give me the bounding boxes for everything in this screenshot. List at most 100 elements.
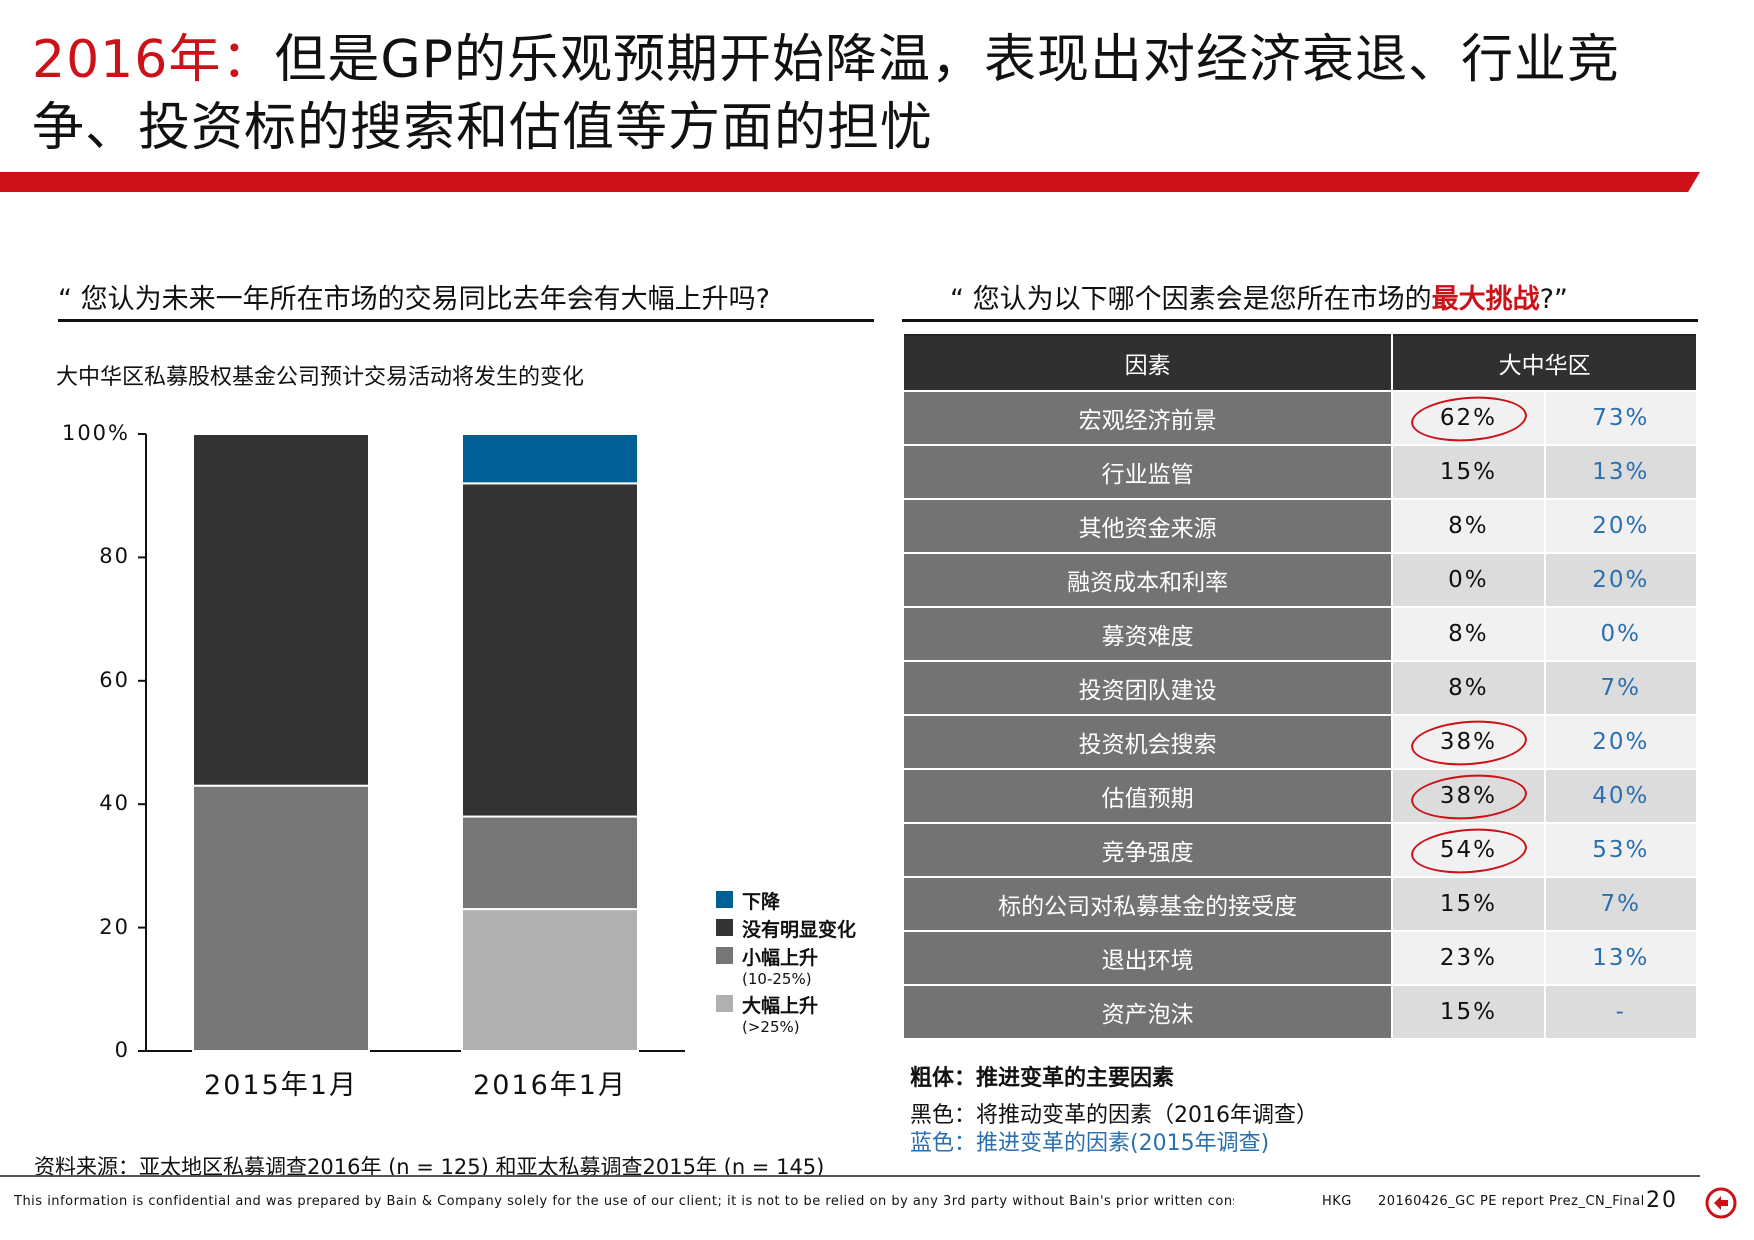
value-2015-cell: 13% bbox=[1543, 930, 1699, 986]
legend-sublabel: (>25%) bbox=[742, 1018, 800, 1036]
table-row: 退出环境 23% 13% bbox=[901, 930, 1699, 986]
y-tick-label: 20 bbox=[99, 914, 130, 939]
value-2016-cell: 8% bbox=[1391, 498, 1546, 554]
value-2015-cell: 7% bbox=[1543, 660, 1699, 716]
value-2016-cell: 15% bbox=[1391, 876, 1546, 932]
factor-cell: 资产泡沫 bbox=[901, 984, 1394, 1040]
y-tick-label: 60 bbox=[99, 667, 130, 692]
highlight-circle bbox=[1409, 393, 1529, 445]
title-year: 2016年： bbox=[32, 30, 275, 90]
value-2016: 15% bbox=[1439, 891, 1497, 917]
chart-subtitle: 大中华区私募股权基金公司预计交易活动将发生的变化 bbox=[56, 365, 585, 390]
value-2016: 15% bbox=[1439, 459, 1497, 485]
left-question-rule bbox=[58, 319, 874, 322]
value-2016: 0% bbox=[1448, 567, 1489, 593]
value-2016-cell: 15% bbox=[1391, 444, 1546, 500]
bar-segment bbox=[192, 433, 370, 787]
value-2016: 8% bbox=[1448, 675, 1489, 701]
footer-rule bbox=[0, 1175, 1700, 1177]
table-row: 融资成本和利率 0% 20% bbox=[901, 552, 1699, 608]
table-row: 投资机会搜索 38% 20% bbox=[901, 714, 1699, 770]
factor-cell: 标的公司对私募基金的接受度 bbox=[901, 876, 1394, 932]
value-2016: 54% bbox=[1439, 837, 1497, 863]
highlight-circle bbox=[1409, 717, 1529, 769]
factor-cell: 行业监管 bbox=[901, 444, 1394, 500]
header-region: 大中华区 bbox=[1391, 335, 1698, 392]
table-row: 资产泡沫 15% - bbox=[901, 984, 1699, 1040]
factor-cell: 募资难度 bbox=[901, 606, 1394, 662]
challenges-table: 因素 大中华区 宏观经济前景 62% 73% 行业监管 15% 13% 其他资金来源 8% 20… bbox=[901, 334, 1699, 1040]
page-title: 2016年：但是GP的乐观预期开始降温，表现出对经济衰退、行业竞争、投资标的搜索… bbox=[32, 26, 1722, 162]
value-2016-cell: 15% bbox=[1391, 984, 1546, 1040]
x-tick-label: 2016年1月 bbox=[473, 1070, 627, 1101]
table-row: 标的公司对私募基金的接受度 15% 7% bbox=[901, 876, 1699, 932]
right-question-pre: “ 您认为以下哪个因素会是您所在市场的 bbox=[950, 284, 1432, 315]
factor-cell: 退出环境 bbox=[901, 930, 1394, 986]
value-2015-cell: 73% bbox=[1543, 390, 1699, 446]
value-2016: 38% bbox=[1439, 783, 1497, 809]
legend-label: 没有明显变化 bbox=[742, 919, 857, 941]
right-question: “ 您认为以下哪个因素会是您所在市场的最大挑战?” bbox=[950, 283, 1568, 317]
value-2016: 38% bbox=[1439, 729, 1497, 755]
value-2016: 15% bbox=[1439, 999, 1497, 1025]
value-2015-cell: 40% bbox=[1543, 768, 1699, 824]
page-number: 20 bbox=[1646, 1188, 1678, 1213]
value-2015-cell: 20% bbox=[1543, 552, 1699, 608]
y-tick-label: 80 bbox=[99, 544, 130, 569]
bar-segment bbox=[461, 433, 639, 485]
value-2015-cell: - bbox=[1543, 984, 1699, 1040]
title-text: 但是GP的乐观预期开始降温，表现出对经济衰退、行业竞争、投资标的搜索和估值等方面… bbox=[32, 30, 1620, 158]
confidential-notice: This information is confidential and was… bbox=[14, 1194, 1234, 1209]
highlight-circle bbox=[1409, 771, 1529, 823]
right-question-rule bbox=[902, 319, 1698, 322]
value-2015-cell: 7% bbox=[1543, 876, 1699, 932]
value-2016-cell: 62% bbox=[1391, 390, 1546, 446]
title-rule bbox=[0, 172, 1700, 192]
legend-label: 小幅上升 bbox=[742, 947, 819, 969]
note-blue: 蓝色：推进变革的因素(2015年调查) bbox=[910, 1131, 1270, 1156]
x-tick-label: 2015年1月 bbox=[204, 1070, 358, 1101]
bar-segment bbox=[461, 815, 639, 911]
table-row: 行业监管 15% 13% bbox=[901, 444, 1699, 500]
left-question: “ 您认为未来一年所在市场的交易同比去年会有大幅上升吗? bbox=[58, 284, 770, 315]
value-2016-cell: 54% bbox=[1391, 822, 1546, 878]
value-2016-cell: 8% bbox=[1391, 660, 1546, 716]
stacked-bar-chart bbox=[138, 433, 685, 1052]
note-black: 黑色：将推动变革的因素（2016年调查） bbox=[910, 1103, 1318, 1128]
factor-cell: 投资机会搜索 bbox=[901, 714, 1394, 770]
value-2016-cell: 38% bbox=[1391, 768, 1546, 824]
table-row: 宏观经济前景 62% 73% bbox=[901, 390, 1699, 446]
factor-cell: 宏观经济前景 bbox=[901, 390, 1394, 446]
table-row: 竞争强度 54% 53% bbox=[901, 822, 1699, 878]
file-name: 20160426_GC PE report Prez_CN_Final bbox=[1378, 1194, 1645, 1209]
table-row: 其他资金来源 8% 20% bbox=[901, 498, 1699, 554]
factor-cell: 竞争强度 bbox=[901, 822, 1394, 878]
value-2015-cell: 20% bbox=[1543, 714, 1699, 770]
note-bold: 粗体：推进变革的主要因素 bbox=[910, 1066, 1175, 1091]
table-row: 估值预期 38% 40% bbox=[901, 768, 1699, 824]
right-question-post: ?” bbox=[1539, 284, 1568, 315]
value-2015-cell: 13% bbox=[1543, 444, 1699, 500]
legend-swatch bbox=[716, 919, 733, 936]
highlight-circle bbox=[1409, 825, 1529, 877]
value-2016: 8% bbox=[1448, 621, 1489, 647]
value-2015-cell: 0% bbox=[1543, 606, 1699, 662]
office-code: HKG bbox=[1322, 1194, 1352, 1209]
bar-segment bbox=[192, 784, 370, 1052]
bar-segment bbox=[461, 482, 639, 818]
y-tick-label: 40 bbox=[99, 791, 130, 816]
bain-logo-icon bbox=[1705, 1187, 1737, 1219]
value-2015-cell: 53% bbox=[1543, 822, 1699, 878]
value-2016-cell: 0% bbox=[1391, 552, 1546, 608]
factor-cell: 融资成本和利率 bbox=[901, 552, 1394, 608]
value-2016: 8% bbox=[1448, 513, 1489, 539]
legend-label: 大幅上升 bbox=[742, 995, 819, 1017]
factor-cell: 估值预期 bbox=[901, 768, 1394, 824]
bar-segment bbox=[461, 908, 639, 1052]
legend-sublabel: (10-25%) bbox=[742, 970, 812, 988]
legend-label: 下降 bbox=[742, 891, 781, 913]
value-2016-cell: 23% bbox=[1391, 930, 1546, 986]
y-tick-label: 100% bbox=[61, 421, 130, 445]
value-2016: 62% bbox=[1439, 405, 1497, 431]
table-row: 投资团队建设 8% 7% bbox=[901, 660, 1699, 716]
